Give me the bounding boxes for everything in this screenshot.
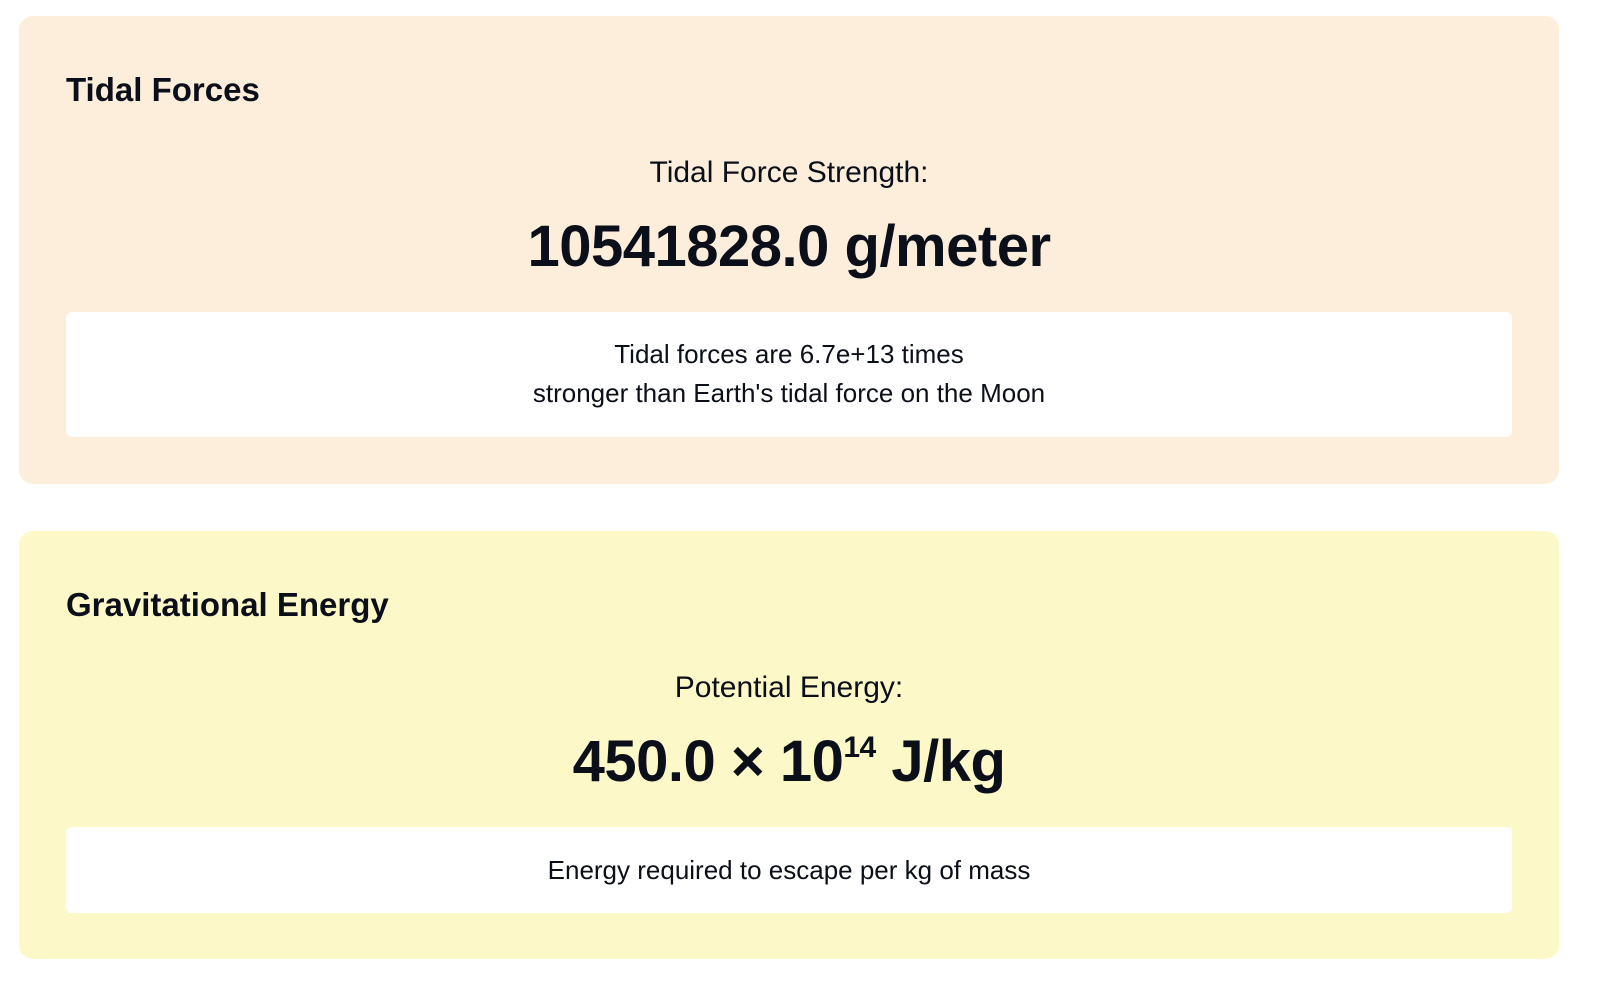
escape-energy-note: Energy required to escape per kg of mass [66, 827, 1512, 913]
tidal-forces-card: Tidal Forces Tidal Force Strength: 10541… [19, 16, 1559, 484]
gravitational-energy-title: Gravitational Energy [66, 586, 389, 623]
tidal-force-strength-label: Tidal Force Strength: [649, 156, 929, 189]
potential-energy-unit: J/kg [875, 729, 1006, 794]
tidal-comparison-line-2: stronger than Earth's tidal force on the… [532, 378, 1046, 408]
tidal-force-strength-value: 10541828.0 g/meter [527, 214, 1051, 279]
potential-energy-exponent: 14 [843, 730, 876, 764]
potential-energy-value: 450.0 × 1014 J/kg [19, 727, 1559, 797]
tidal-forces-title: Tidal Forces [66, 71, 260, 108]
potential-energy-label: Potential Energy: [674, 671, 904, 704]
tidal-comparison-line-1: Tidal forces are 6.7e+13 times [614, 339, 964, 369]
gravitational-energy-card: Gravitational Energy Potential Energy: 4… [19, 531, 1559, 959]
tidal-comparison-note: Tidal forces are 6.7e+13 times stronger … [66, 312, 1512, 437]
potential-energy-mantissa: 450.0 × 10 [572, 729, 844, 794]
